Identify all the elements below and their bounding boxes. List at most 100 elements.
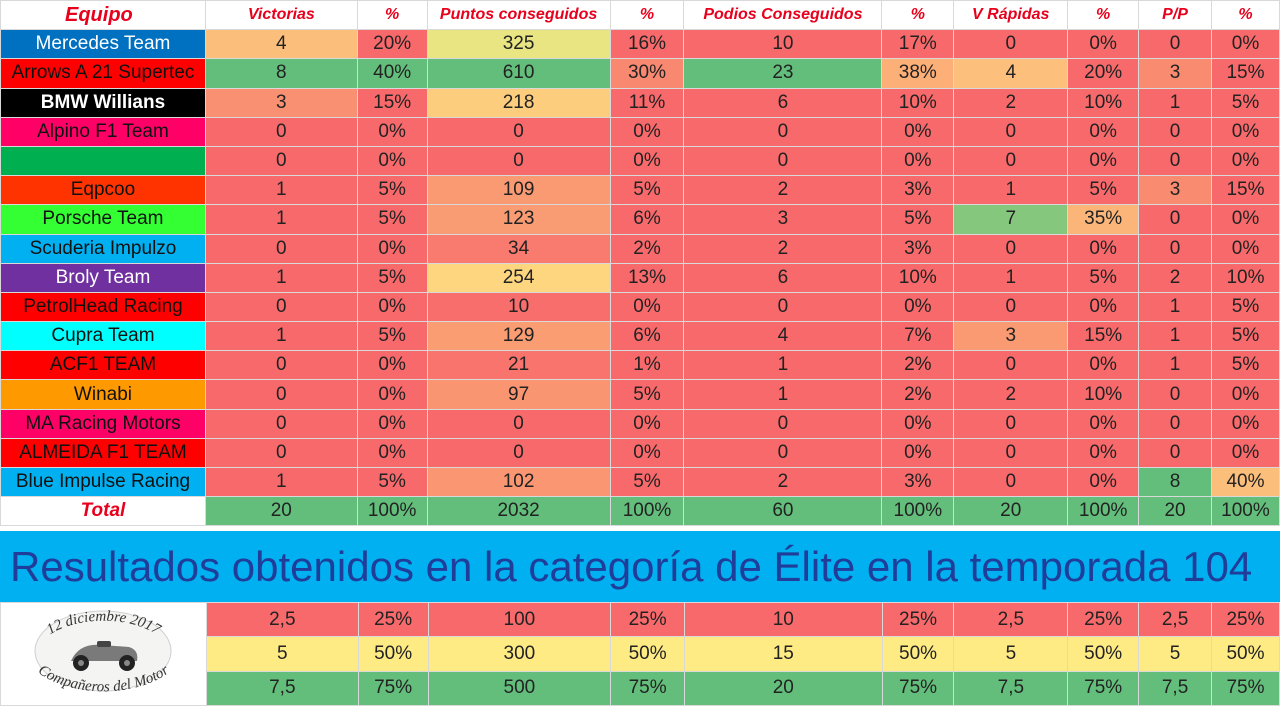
- cell-vrapidas: 0: [953, 116, 1069, 147]
- cell-pp-pct: 0%: [1210, 204, 1280, 235]
- cell-victorias: 1: [204, 175, 358, 206]
- cell-pp: 0: [1138, 408, 1212, 439]
- cell-podios: 2: [683, 175, 883, 206]
- total-vrapidas-pct: 100%: [1067, 496, 1140, 527]
- cell-podios-pct: 0%: [881, 437, 955, 469]
- cell-puntos: 10: [426, 291, 611, 323]
- team-name: ALMEIDA F1 TEAM: [0, 437, 206, 469]
- cell-victorias-pct: 15%: [356, 87, 428, 118]
- cell-pp-pct: 5%: [1210, 321, 1280, 352]
- cell-puntos: 0: [426, 145, 611, 177]
- cell-vrapidas: 0: [953, 466, 1069, 498]
- cell-podios: 0: [683, 116, 883, 147]
- team-row: Alpino F1 Team 0 0% 0 0% 0 0% 0 0% 0 0%: [0, 116, 1280, 147]
- cell-podios-pct: 10%: [881, 262, 955, 293]
- reference-puntos-pct: 25%: [610, 601, 686, 638]
- team-row: ACF1 TEAM 0 0% 21 1% 1 2% 0 0% 1 5%: [0, 350, 1280, 381]
- cell-vrapidas-pct: 0%: [1067, 291, 1140, 323]
- cell-podios-pct: 0%: [881, 145, 955, 177]
- cell-puntos-pct: 0%: [609, 408, 685, 439]
- cell-puntos: 254: [426, 262, 611, 293]
- cell-victorias: 0: [204, 145, 358, 177]
- header-pp: P/P: [1138, 0, 1212, 31]
- cell-puntos: 123: [426, 204, 611, 235]
- team-name: Broly Team: [0, 262, 206, 293]
- header-row: Equipo Victorias % Puntos conseguidos % …: [0, 0, 1280, 31]
- cell-victorias-pct: 0%: [356, 350, 428, 381]
- race-car-icon: [71, 641, 138, 671]
- team-name: Mercedes Team: [0, 29, 206, 60]
- cell-pp: 8: [1138, 466, 1212, 498]
- cell-victorias-pct: 0%: [356, 116, 428, 147]
- cell-pp-pct: 0%: [1210, 408, 1280, 439]
- cell-vrapidas: 0: [953, 145, 1069, 177]
- reference-podios: 15: [684, 636, 883, 672]
- cell-victorias: 0: [204, 291, 358, 323]
- cell-podios-pct: 38%: [881, 58, 955, 89]
- cell-pp-pct: 5%: [1210, 291, 1280, 323]
- cell-pp: 1: [1138, 291, 1212, 323]
- cell-vrapidas-pct: 5%: [1067, 175, 1140, 206]
- team-row: Cupra Team 1 5% 129 6% 4 7% 3 15% 1 5%: [0, 321, 1280, 352]
- club-logo: 12 diciembre 2017 Compañeros del Motor: [0, 602, 207, 706]
- total-victorias-pct: 100%: [356, 496, 428, 527]
- cell-pp: 1: [1138, 350, 1212, 381]
- reference-puntos-pct: 50%: [610, 636, 686, 672]
- cell-vrapidas: 2: [953, 87, 1069, 118]
- reference-puntos-pct: 75%: [610, 670, 686, 706]
- header-podios: Podios Conseguidos: [683, 0, 883, 31]
- cell-podios: 1: [683, 350, 883, 381]
- cell-vrapidas-pct: 0%: [1067, 145, 1140, 177]
- team-name: Scuderia Impulzo: [0, 233, 206, 264]
- cell-victorias-pct: 5%: [356, 466, 428, 498]
- cell-podios-pct: 3%: [881, 175, 955, 206]
- season-banner: Resultados obtenidos en la categoría de …: [0, 531, 1280, 602]
- team-name: BMW Willians: [0, 87, 206, 118]
- cell-victorias: 0: [204, 233, 358, 264]
- cell-vrapidas: 0: [953, 29, 1069, 60]
- team-row: Scuderia Impulzo 0 0% 34 2% 2 3% 0 0% 0 0%: [0, 233, 1280, 264]
- reference-victorias-pct: 25%: [357, 601, 429, 638]
- total-pp-pct: 100%: [1210, 496, 1280, 527]
- cell-victorias: 0: [204, 350, 358, 381]
- cell-victorias: 3: [204, 87, 358, 118]
- cell-pp-pct: 0%: [1210, 437, 1280, 469]
- cell-podios-pct: 0%: [881, 408, 955, 439]
- reference-victorias-pct: 50%: [357, 636, 429, 672]
- reference-pp-pct: 50%: [1211, 636, 1280, 672]
- cell-podios-pct: 10%: [881, 87, 955, 118]
- cell-puntos-pct: 5%: [609, 175, 685, 206]
- cell-pp: 3: [1138, 58, 1212, 89]
- cell-vrapidas-pct: 0%: [1067, 233, 1140, 264]
- reference-victorias: 2,5: [206, 601, 359, 638]
- cell-puntos-pct: 0%: [609, 437, 685, 469]
- reference-victorias: 5: [206, 636, 359, 672]
- cell-puntos: 102: [426, 466, 611, 498]
- team-name: ACF1 TEAM: [0, 350, 206, 381]
- cell-puntos-pct: 0%: [609, 291, 685, 323]
- cell-victorias-pct: 0%: [356, 233, 428, 264]
- cell-pp-pct: 0%: [1210, 116, 1280, 147]
- reference-puntos: 100: [427, 601, 612, 638]
- cell-pp-pct: 10%: [1210, 262, 1280, 293]
- reference-pp-pct: 75%: [1211, 670, 1280, 706]
- header-podios-pct: %: [881, 0, 955, 31]
- team-row: Eqpcoo 1 5% 109 5% 2 3% 1 5% 3 15%: [0, 175, 1280, 206]
- header-victorias-pct: %: [356, 0, 428, 31]
- total-podios-pct: 100%: [881, 496, 955, 527]
- cell-vrapidas: 1: [953, 262, 1069, 293]
- total-vrapidas: 20: [953, 496, 1069, 527]
- cell-vrapidas-pct: 10%: [1067, 87, 1140, 118]
- cell-puntos-pct: 0%: [609, 116, 685, 147]
- cell-puntos-pct: 11%: [609, 87, 685, 118]
- total-victorias: 20: [204, 496, 358, 527]
- cell-victorias: 0: [204, 116, 358, 147]
- total-row: Total 20 100% 2032 100% 60 100% 20 100% 20 100%: [0, 496, 1280, 527]
- team-name: Blue Impulse Racing: [0, 466, 206, 498]
- reference-pp: 2,5: [1138, 601, 1213, 638]
- team-name: Eqpcoo: [0, 175, 206, 206]
- team-row: ALMEIDA F1 TEAM 0 0% 0 0% 0 0% 0 0% 0 0%: [0, 437, 1280, 469]
- cell-puntos: 97: [426, 379, 611, 410]
- cell-podios: 4: [683, 321, 883, 352]
- cell-vrapidas-pct: 20%: [1067, 58, 1140, 89]
